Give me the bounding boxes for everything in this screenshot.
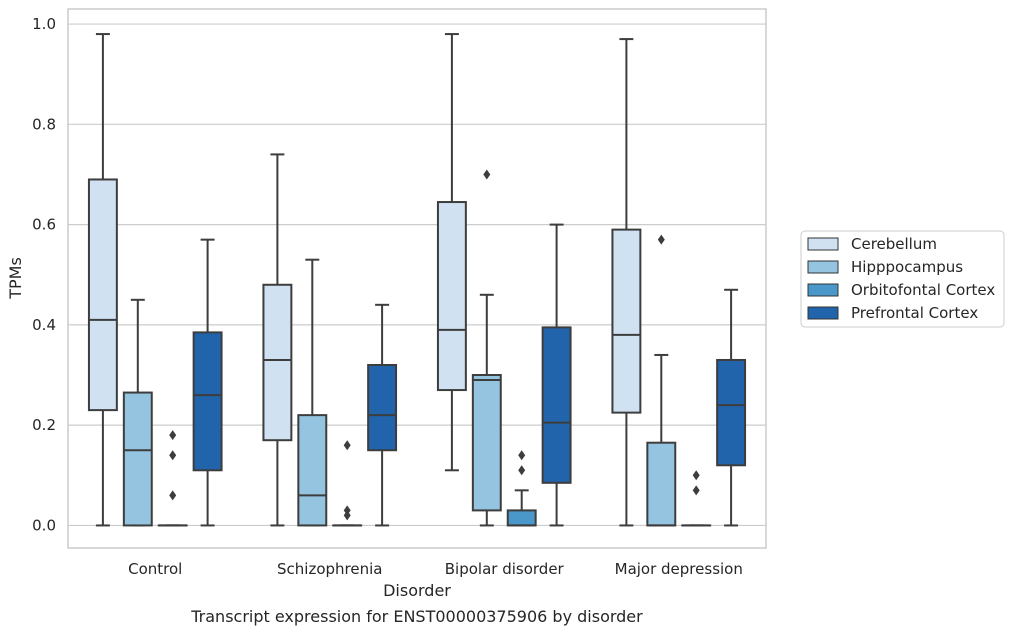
box-2-2 [506, 450, 537, 527]
y-tick-label: 1.0 [32, 15, 56, 33]
box-3-1 [367, 303, 398, 527]
legend-swatch [807, 260, 839, 274]
box-0-3 [611, 38, 642, 527]
y-tick-label: 0.0 [32, 516, 56, 534]
box-body [297, 414, 328, 527]
legend-label: Hipppocampus [851, 258, 963, 276]
outlier-point [518, 465, 526, 476]
box-body [646, 441, 677, 527]
legend-swatch [807, 283, 839, 297]
outlier-point [692, 485, 700, 496]
box-3-3 [716, 288, 747, 527]
box-body [436, 201, 467, 392]
outlier-point [343, 440, 351, 451]
y-tick-labels: 0.0 0.2 0.4 0.6 0.8 1.0 [32, 15, 56, 534]
legend-swatch [807, 237, 839, 251]
x-tick-label: Bipolar disorder [445, 560, 565, 578]
outlier-point [169, 430, 177, 441]
box-2-1 [332, 440, 363, 527]
y-tick-label: 0.4 [32, 316, 56, 334]
x-tick-label: Major depression [615, 560, 743, 578]
legend-label: Cerebellum [851, 235, 937, 253]
outlier-point [169, 490, 177, 501]
box-1-2 [471, 169, 502, 527]
box-3-0 [192, 238, 223, 527]
x-tick-label: Control [128, 560, 182, 578]
chart-caption: Transcript expression for ENST0000037590… [190, 607, 643, 626]
box-1-3 [646, 234, 677, 527]
box-body [122, 391, 153, 527]
outlier-point [343, 510, 351, 521]
outlier-point [343, 505, 351, 516]
box-body [262, 283, 293, 442]
box-body [506, 509, 537, 527]
box-0-0 [87, 33, 118, 527]
x-tick-labels: Control Schizophrenia Bipolar disorder Majo… [128, 560, 743, 578]
outlier-point [483, 169, 491, 180]
y-axis-title: TPMs [6, 257, 25, 300]
box-body [192, 331, 223, 472]
legend: Cerebellum Hipppocampus Orbitofontal Corte… [800, 230, 1005, 328]
legend-label: Orbitofontal Cortex [851, 281, 995, 299]
box-body [87, 178, 118, 412]
x-axis-title: Disorder [383, 581, 451, 600]
box-body [611, 228, 642, 414]
outlier-point [657, 234, 665, 245]
box-1-0 [122, 298, 153, 527]
box-0-2 [436, 33, 467, 472]
box-0-1 [262, 153, 293, 527]
legend-frame [800, 230, 1005, 328]
outlier-point [692, 470, 700, 481]
box-body [716, 358, 747, 467]
outlier-point [169, 450, 177, 461]
y-tick-label: 0.6 [32, 216, 56, 234]
plot-frame [67, 8, 767, 549]
outlier-point [518, 450, 526, 461]
box-body [541, 326, 572, 484]
y-tick-label: 0.8 [32, 115, 56, 133]
box-2-0 [157, 430, 188, 527]
box-1-1 [297, 258, 328, 527]
legend-swatch [807, 306, 839, 320]
box-2-3 [681, 470, 712, 527]
box-series [87, 33, 747, 527]
legend-items: Cerebellum Hipppocampus Orbitofontal Corte… [807, 235, 995, 322]
x-tick-label: Schizophrenia [277, 560, 382, 578]
box-3-2 [541, 223, 572, 527]
legend-label: Prefrontal Cortex [851, 304, 978, 322]
y-tick-label: 0.2 [32, 416, 56, 434]
box-body [367, 363, 398, 452]
box-body [471, 374, 502, 512]
